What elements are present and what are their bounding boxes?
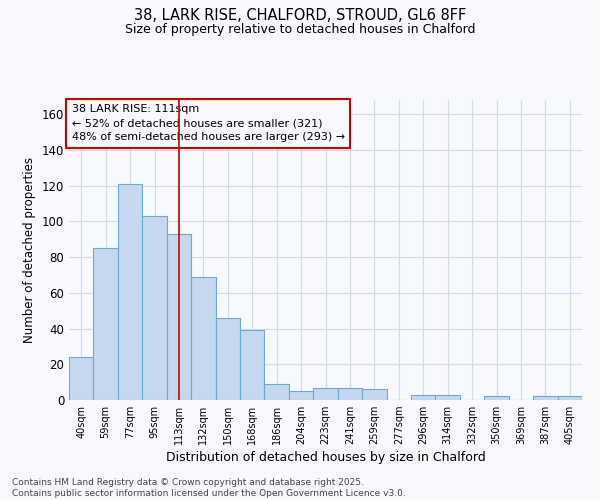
Bar xyxy=(240,330,265,400)
Bar xyxy=(484,396,509,400)
Bar xyxy=(362,390,386,400)
Bar xyxy=(265,384,289,400)
Bar xyxy=(411,394,436,400)
Bar xyxy=(215,318,240,400)
Bar xyxy=(69,357,94,400)
Bar xyxy=(94,248,118,400)
Text: 38 LARK RISE: 111sqm
← 52% of detached houses are smaller (321)
48% of semi-deta: 38 LARK RISE: 111sqm ← 52% of detached h… xyxy=(71,104,344,142)
Bar xyxy=(191,277,215,400)
Bar xyxy=(557,396,582,400)
Text: Contains HM Land Registry data © Crown copyright and database right 2025.
Contai: Contains HM Land Registry data © Crown c… xyxy=(12,478,406,498)
Y-axis label: Number of detached properties: Number of detached properties xyxy=(23,157,36,343)
Bar xyxy=(167,234,191,400)
Bar xyxy=(313,388,338,400)
Bar xyxy=(338,388,362,400)
Bar xyxy=(142,216,167,400)
X-axis label: Distribution of detached houses by size in Chalford: Distribution of detached houses by size … xyxy=(166,452,485,464)
Text: 38, LARK RISE, CHALFORD, STROUD, GL6 8FF: 38, LARK RISE, CHALFORD, STROUD, GL6 8FF xyxy=(134,8,466,22)
Bar xyxy=(118,184,142,400)
Bar xyxy=(289,391,313,400)
Text: Size of property relative to detached houses in Chalford: Size of property relative to detached ho… xyxy=(125,22,475,36)
Bar xyxy=(533,396,557,400)
Bar xyxy=(436,394,460,400)
